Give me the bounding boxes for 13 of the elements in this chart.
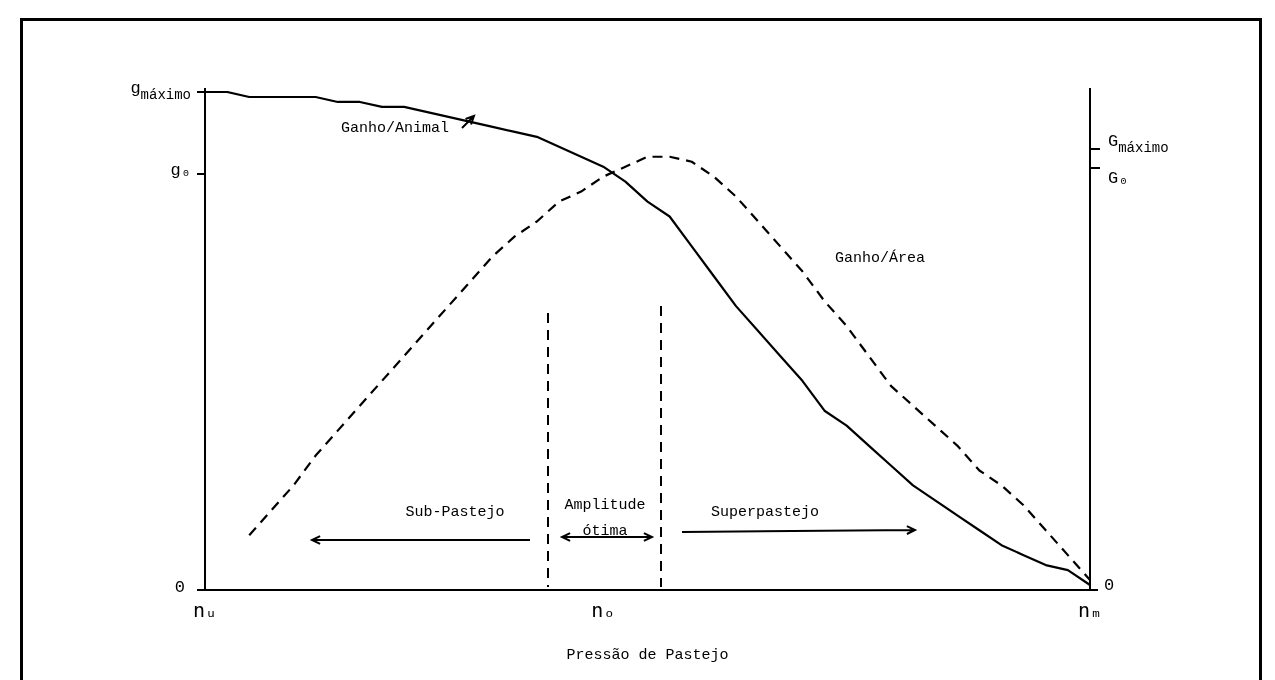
- x-tick-label: nᵤ: [192, 598, 218, 623]
- text: 0: [174, 577, 185, 597]
- series-label: Ganho/Animal: [340, 119, 450, 137]
- text: g₀: [170, 160, 191, 180]
- x-tick-label: nₘ: [1077, 598, 1103, 623]
- text: 0: [1104, 575, 1115, 595]
- annotation: Sub-Pastejo: [405, 503, 505, 521]
- x-axis-title: Pressão de Pastejo: [566, 646, 729, 664]
- series-label: Ganho/Área: [834, 248, 926, 267]
- annotation: Amplitude ótima: [564, 496, 646, 540]
- text: G₀: [1108, 168, 1129, 188]
- x-tick-label: nₒ: [591, 598, 616, 623]
- annotation: Superpastejo: [710, 503, 820, 521]
